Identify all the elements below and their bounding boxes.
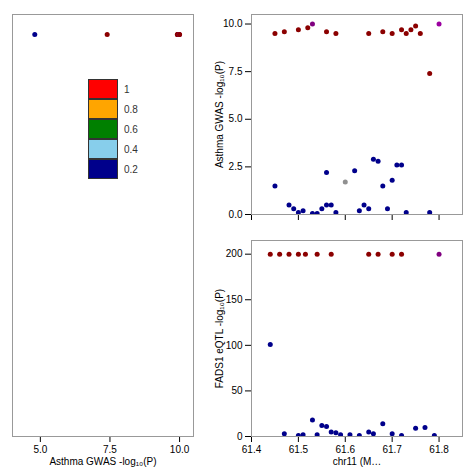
html-text:0.8: 0.8 [124, 103, 138, 115]
html-text:0.6: 0.6 [124, 123, 138, 135]
svg-text:FADS1 eQTL -log₁₀(P): FADS1 eQTL -log₁₀(P) [214, 289, 225, 388]
svg-text:0.0: 0.0 [229, 209, 243, 220]
svg-text:2.5: 2.5 [229, 161, 243, 172]
svg-text:200: 200 [226, 248, 243, 259]
svg-text:61.6: 61.6 [336, 444, 356, 455]
svg-text:chr11 (M…: chr11 (M… [333, 456, 382, 467]
html-text:0.4: 0.4 [124, 143, 138, 155]
svg-text:0: 0 [237, 431, 243, 442]
svg-text:61.7: 61.7 [382, 444, 402, 455]
svg-text:5.0: 5.0 [229, 113, 243, 124]
svg-text:61.4: 61.4 [242, 444, 262, 455]
svg-text:10.0: 10.0 [170, 444, 190, 455]
html-text:0.2: 0.2 [124, 163, 138, 175]
svg-text:10.0: 10.0 [223, 18, 243, 29]
svg-text:150: 150 [226, 294, 243, 305]
svg-text:Asthma GWAS -log₁₀(P): Asthma GWAS -log₁₀(P) [214, 61, 225, 168]
svg-text:7.5: 7.5 [103, 444, 117, 455]
svg-text:Asthma GWAS -log₁₀(P): Asthma GWAS -log₁₀(P) [49, 456, 156, 467]
svg-text:5.0: 5.0 [33, 444, 47, 455]
svg-text:100: 100 [226, 340, 243, 351]
svg-text:50: 50 [231, 385, 243, 396]
html-text:1: 1 [124, 83, 130, 95]
svg-text:61.5: 61.5 [289, 444, 309, 455]
svg-text:61.8: 61.8 [429, 444, 449, 455]
svg-text:7.5: 7.5 [229, 66, 243, 77]
